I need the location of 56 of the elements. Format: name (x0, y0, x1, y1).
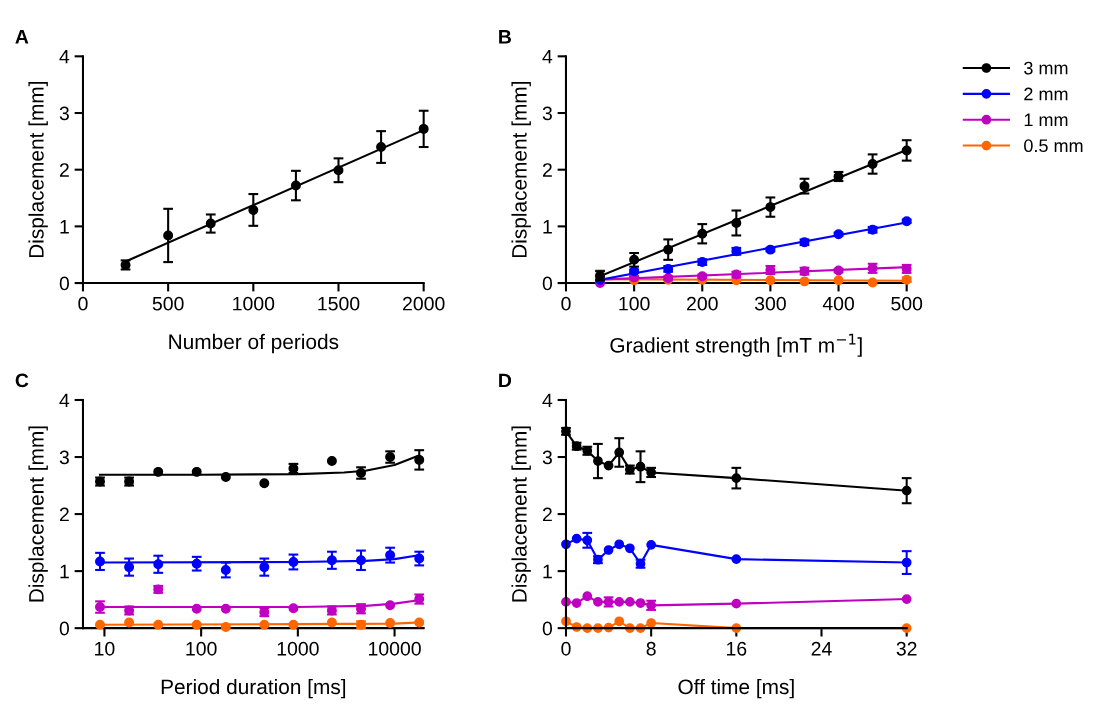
x-tick-label: 300 (754, 296, 786, 311)
x-axis-title: Number of periods (169, 333, 339, 354)
y-tick-label: 4 (542, 393, 553, 408)
y-tick-label: 0 (542, 276, 553, 291)
x-tick-label: 0 (78, 296, 88, 311)
y-tick-label: 1 (543, 220, 552, 234)
chart-title: A (15, 30, 29, 44)
x-tick-label: 8 (646, 641, 656, 656)
y-tick-label: 1 (543, 564, 552, 579)
x-tick-label: 16 (727, 641, 747, 656)
y-tick-label: 0 (542, 621, 553, 636)
y-axis-title: Displacement [mm] (511, 426, 531, 602)
y-tick-label: 2 (59, 163, 69, 177)
legend-label: 2 mm (1024, 87, 1068, 101)
x-axis-title: Off time [ms] (678, 678, 794, 699)
y-tick-label: 3 (59, 450, 69, 465)
y-tick-label: 2 (542, 507, 552, 522)
legend-label: 3 mm (1024, 61, 1068, 75)
y-tick-label: 4 (59, 50, 70, 64)
x-tick-label: 400 (822, 296, 854, 311)
y-tick-label: 0 (59, 621, 70, 636)
x-tick-label: 1000 (277, 641, 319, 656)
y-tick-label: 3 (542, 450, 552, 465)
chart-title: C (15, 373, 29, 388)
x-tick-label: 0 (561, 296, 571, 311)
legend-label: 0.5 mm (1024, 139, 1083, 153)
x-tick-label: 32 (896, 641, 917, 656)
y-axis-title: Displacement [mm] (511, 82, 531, 258)
x-tick-label: 10 (95, 641, 115, 656)
x-tick-label: 500 (891, 296, 923, 311)
y-tick-label: 2 (59, 507, 69, 522)
y-tick-label: 1 (60, 564, 69, 579)
chart-title: B (499, 30, 512, 44)
chart-title: D (499, 373, 512, 388)
y-tick-label: 4 (542, 50, 553, 64)
x-tick-label: 100 (186, 641, 217, 656)
y-axis-title: Displacement [mm] (28, 82, 48, 258)
y-axis-title: Displacement [mm] (28, 426, 48, 602)
legend-label: 1 mm (1024, 113, 1068, 127)
y-tick-label: 0 (59, 276, 70, 291)
x-tick-label: 0 (561, 641, 571, 656)
y-tick-label: 1 (60, 220, 69, 234)
x-axis-title: Period duration [ms] (161, 678, 346, 699)
y-tick-label: 4 (59, 393, 70, 408)
x-tick-label: 10000 (369, 641, 421, 656)
y-tick-label: 2 (542, 163, 552, 177)
x-tick-label: 2000 (403, 296, 445, 311)
x-axis-title: Gradient strength [mT m$^{−1}$] (610, 333, 862, 357)
x-tick-label: 24 (811, 641, 832, 656)
y-tick-label: 3 (542, 106, 552, 121)
x-tick-label: 500 (152, 296, 184, 311)
x-tick-label: 100 (619, 296, 650, 311)
x-tick-label: 1000 (233, 296, 275, 311)
x-tick-label: 1500 (318, 296, 360, 311)
y-tick-label: 3 (59, 106, 69, 121)
x-tick-label: 200 (687, 296, 718, 311)
